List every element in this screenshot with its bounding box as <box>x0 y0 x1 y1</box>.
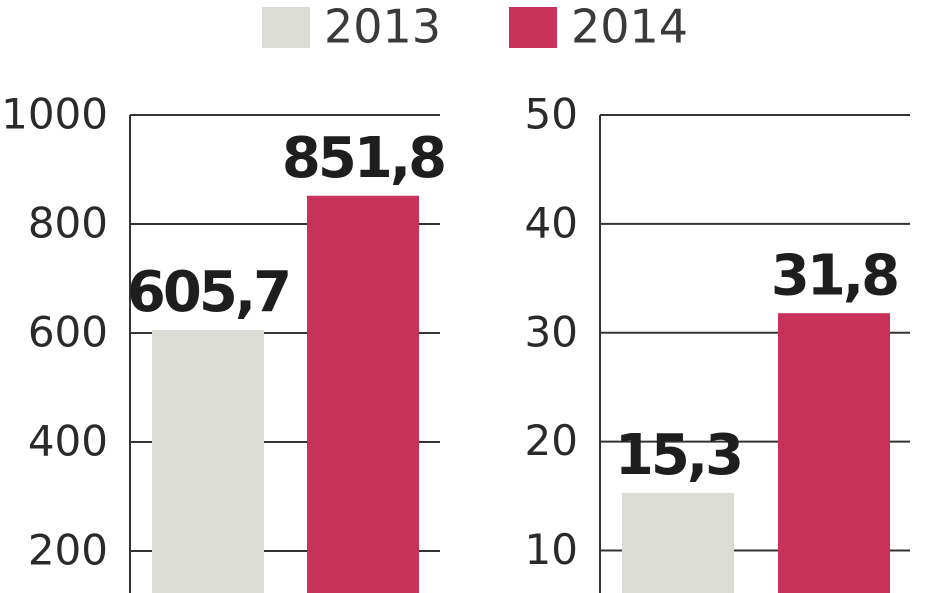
value-label: 851,8 <box>282 126 444 191</box>
value-label: 31,8 <box>771 243 897 308</box>
bar <box>307 195 419 593</box>
legend-label: 2014 <box>571 0 688 54</box>
legend-label: 2013 <box>324 0 441 54</box>
y-tick-label: 50 <box>525 90 578 139</box>
legend-swatch <box>262 7 310 48</box>
legend-swatch <box>509 7 557 48</box>
y-tick-label: 400 <box>28 417 108 466</box>
y-tick-label: 30 <box>525 307 578 356</box>
y-tick-label: 20 <box>525 416 578 465</box>
y-tick-label: 600 <box>28 308 108 357</box>
bar <box>778 313 890 593</box>
y-tick-label: 200 <box>28 526 108 575</box>
value-label: 15,3 <box>615 423 741 488</box>
bar <box>622 492 734 593</box>
bar <box>152 329 264 593</box>
y-tick-label: 1000 <box>1 90 108 139</box>
y-tick-label: 10 <box>525 525 578 574</box>
y-tick-label: 40 <box>525 198 578 247</box>
y-tick-label: 800 <box>28 199 108 248</box>
value-label: 605,7 <box>127 260 289 325</box>
